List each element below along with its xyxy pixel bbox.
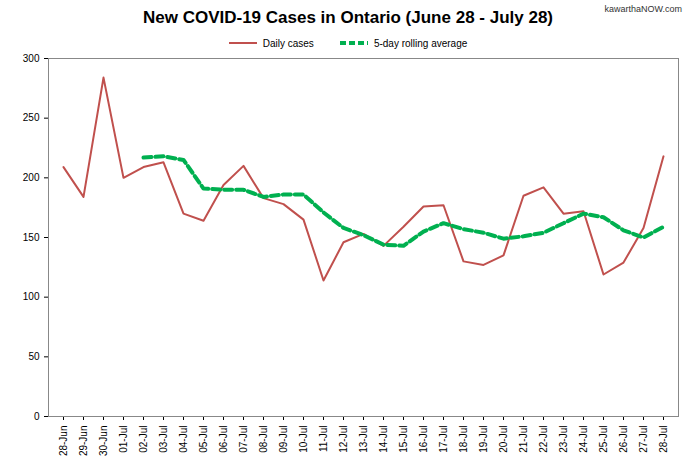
svg-text:04-Jul: 04-Jul	[178, 426, 189, 453]
html-text:kawarthaNOW.com: kawarthaNOW.com	[604, 4, 682, 14]
svg-text:0: 0	[34, 411, 40, 422]
svg-text:13-Jul: 13-Jul	[358, 426, 369, 453]
svg-text:05-Jul: 05-Jul	[198, 426, 209, 453]
svg-text:23-Jul: 23-Jul	[558, 426, 569, 453]
svg-text:03-Jul: 03-Jul	[158, 426, 169, 453]
svg-text:21-Jul: 21-Jul	[518, 426, 529, 453]
svg-text:29-Jun: 29-Jun	[78, 426, 89, 457]
svg-text:14-Jul: 14-Jul	[378, 426, 389, 453]
html-text:5-day rolling average: 5-day rolling average	[373, 37, 468, 49]
svg-text:22-Jul: 22-Jul	[538, 426, 549, 453]
svg-text:16-Jul: 16-Jul	[418, 426, 429, 453]
svg-text:20-Jul: 20-Jul	[498, 426, 509, 453]
svg-text:24-Jul: 24-Jul	[578, 426, 589, 453]
svg-text:07-Jul: 07-Jul	[238, 426, 249, 453]
svg-text:150: 150	[23, 232, 40, 243]
svg-text:19-Jul: 19-Jul	[478, 426, 489, 453]
svg-text:10-Jul: 10-Jul	[298, 426, 309, 453]
svg-text:300: 300	[23, 53, 40, 64]
html-text:New COVID-19 Cases in Ontario: New COVID-19 Cases in Ontario (June 28 -…	[143, 8, 553, 27]
svg-text:09-Jul: 09-Jul	[278, 426, 289, 453]
svg-text:100: 100	[23, 291, 40, 302]
svg-text:08-Jul: 08-Jul	[258, 426, 269, 453]
svg-text:27-Jul: 27-Jul	[638, 426, 649, 453]
svg-text:17-Jul: 17-Jul	[438, 426, 449, 453]
svg-text:30-Jun: 30-Jun	[98, 426, 109, 457]
svg-text:250: 250	[23, 112, 40, 123]
svg-text:28-Jul: 28-Jul	[658, 426, 669, 453]
svg-text:50: 50	[28, 351, 40, 362]
svg-text:01-Jul: 01-Jul	[118, 426, 129, 453]
svg-text:26-Jul: 26-Jul	[618, 426, 629, 453]
svg-text:28-Jun: 28-Jun	[58, 426, 69, 457]
html-text:Daily cases: Daily cases	[262, 37, 314, 49]
svg-text:15-Jul: 15-Jul	[398, 426, 409, 453]
svg-text:25-Jul: 25-Jul	[598, 426, 609, 453]
svg-text:06-Jul: 06-Jul	[218, 426, 229, 453]
svg-text:11-Jul: 11-Jul	[318, 426, 329, 453]
svg-text:200: 200	[23, 172, 40, 183]
svg-text:02-Jul: 02-Jul	[138, 426, 149, 453]
svg-text:18-Jul: 18-Jul	[458, 426, 469, 453]
svg-text:12-Jul: 12-Jul	[338, 426, 349, 453]
